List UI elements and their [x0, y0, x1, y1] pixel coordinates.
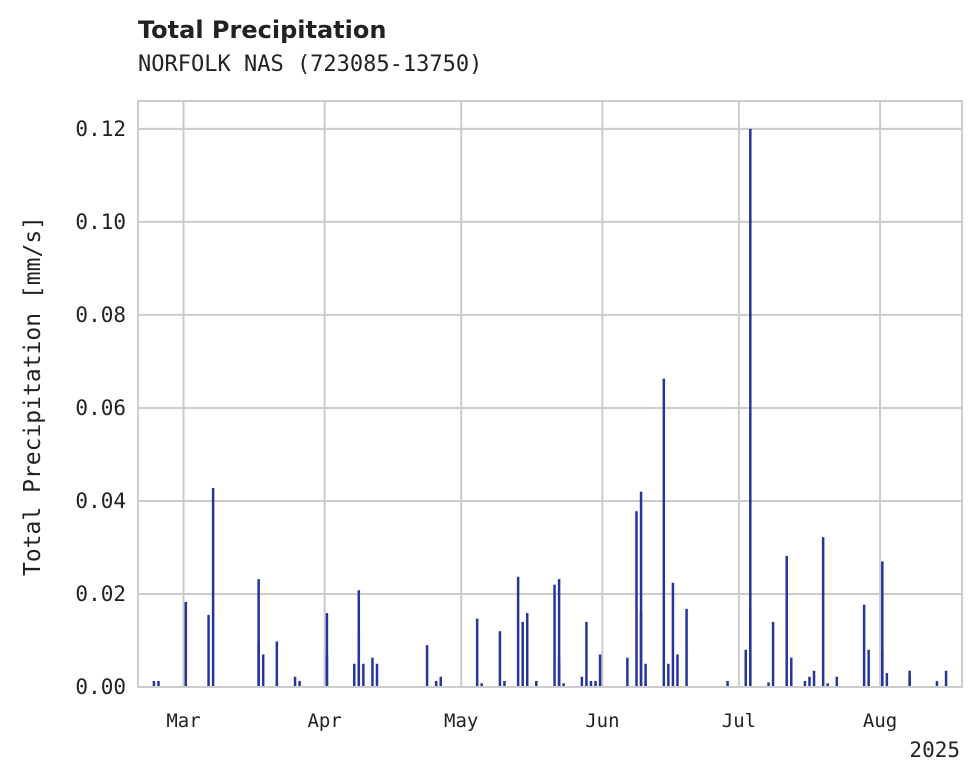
- precipitation-bar: [881, 649, 884, 687]
- chart-title: Total Precipitation: [138, 16, 387, 44]
- y-tick-label: 0.12: [75, 117, 126, 141]
- precipitation-bar: [771, 621, 775, 687]
- precipitation-bar: [580, 676, 584, 687]
- precipitation-bar: [434, 680, 438, 687]
- precipitation-bar: [826, 683, 829, 687]
- precipitation-bar: [261, 654, 265, 687]
- precipitation-bar: [275, 682, 279, 687]
- precipitation-bar: [767, 682, 770, 687]
- precipitation-bar: [557, 657, 561, 687]
- precipitation-bar: [785, 555, 788, 687]
- precipitation-bar: [503, 680, 506, 687]
- precipitation-bar: [521, 621, 524, 687]
- y-tick-label: 0.04: [75, 489, 126, 513]
- precipitation-bar: [944, 670, 948, 687]
- precipitation-bar: [644, 680, 647, 687]
- precipitation-bar: [676, 654, 679, 687]
- precipitation-bar: [594, 680, 597, 687]
- precipitation-bar: [275, 641, 279, 687]
- precipitation-bar: [293, 676, 297, 687]
- x-tick-label: Jul: [722, 710, 756, 732]
- precipitation-bar: [475, 618, 479, 687]
- precipitation-bar: [375, 663, 379, 687]
- x-tick-label: Jun: [585, 710, 619, 732]
- precipitation-bar: [589, 680, 593, 687]
- precipitation-bar: [667, 663, 670, 687]
- x-tick-label: Aug: [863, 710, 897, 732]
- precipitation-bar: [480, 683, 483, 687]
- precipitation-bar: [885, 673, 889, 687]
- precipitation-bar: [425, 645, 429, 687]
- precipitation-bar: [211, 487, 215, 687]
- precipitation-bar: [935, 680, 939, 687]
- precipitation-bar: [516, 576, 520, 687]
- precipitation-bar: [184, 601, 188, 687]
- precipitation-bar: [644, 663, 647, 687]
- grid-lines: [138, 101, 962, 688]
- precipitation-bar: [908, 670, 911, 687]
- precipitation-bar: [362, 663, 365, 687]
- precipitation-bar: [803, 680, 807, 687]
- precipitation-bar: [357, 590, 361, 687]
- precipitation-bar: [662, 378, 666, 687]
- precipitation-bar: [635, 511, 638, 687]
- y-axis-label: Total Precipitation [mm/s]: [20, 216, 46, 576]
- x-axis-ticks: Mar Apr May Jun Jul Aug: [166, 710, 897, 732]
- precipitation-bar: [867, 649, 870, 687]
- precipitation-bar: [598, 654, 602, 687]
- plot-frame: [137, 100, 963, 688]
- precipitation-bar: [152, 680, 156, 687]
- precipitation-bar: [562, 683, 565, 687]
- y-axis-ticks: 0.00 0.02 0.04 0.06 0.08 0.10 0.12: [75, 117, 126, 699]
- precipitation-bar: [835, 676, 839, 687]
- precipitation-bar: [371, 657, 374, 687]
- y-tick-label: 0.10: [75, 210, 126, 234]
- precipitation-bar: [881, 561, 884, 687]
- precipitation-bar: [749, 128, 752, 687]
- precipitation-bar: [749, 608, 752, 687]
- chart-subtitle: NORFOLK NAS (723085-13750): [138, 52, 483, 77]
- x-axis-year-label: 2025: [909, 738, 960, 762]
- precipitation-bar: [626, 657, 629, 687]
- y-tick-label: 0.06: [75, 396, 126, 420]
- precipitation-bar: [498, 631, 502, 687]
- y-tick-label: 0.00: [75, 675, 126, 699]
- precipitation-bar: [671, 582, 675, 687]
- precipitation-bar: [862, 604, 866, 687]
- precipitation-bar: [808, 676, 811, 687]
- precipitation-bar: [257, 579, 260, 687]
- precipitation-bar: [553, 584, 556, 687]
- precipitation-bar: [812, 670, 816, 687]
- precipitation-bar: [352, 663, 356, 687]
- precipitation-bar: [298, 680, 301, 687]
- x-tick-label: Mar: [166, 710, 200, 732]
- y-tick-label: 0.08: [75, 303, 126, 327]
- precipitation-bar: [157, 680, 160, 687]
- precipitation-bar: [525, 613, 529, 687]
- precipitation-bar: [439, 676, 442, 687]
- precipitation-bar: [325, 613, 329, 687]
- precipitation-bar: [821, 537, 825, 687]
- precipitation-bar: [207, 614, 210, 687]
- precipitation-bar: [585, 621, 588, 687]
- precipitation-bar: [790, 657, 793, 687]
- precipitation-bar: [535, 680, 538, 687]
- bar-series: [152, 128, 948, 687]
- x-tick-label: May: [444, 710, 478, 732]
- precipitation-bar: [639, 491, 643, 687]
- precipitation-bar: [744, 649, 747, 687]
- precipitation-bar: [557, 579, 561, 687]
- x-tick-label: Apr: [307, 710, 341, 732]
- precipitation-bar: [726, 680, 729, 687]
- y-tick-label: 0.02: [75, 582, 126, 606]
- precipitation-bar: [639, 612, 643, 687]
- precipitation-bar: [685, 608, 688, 687]
